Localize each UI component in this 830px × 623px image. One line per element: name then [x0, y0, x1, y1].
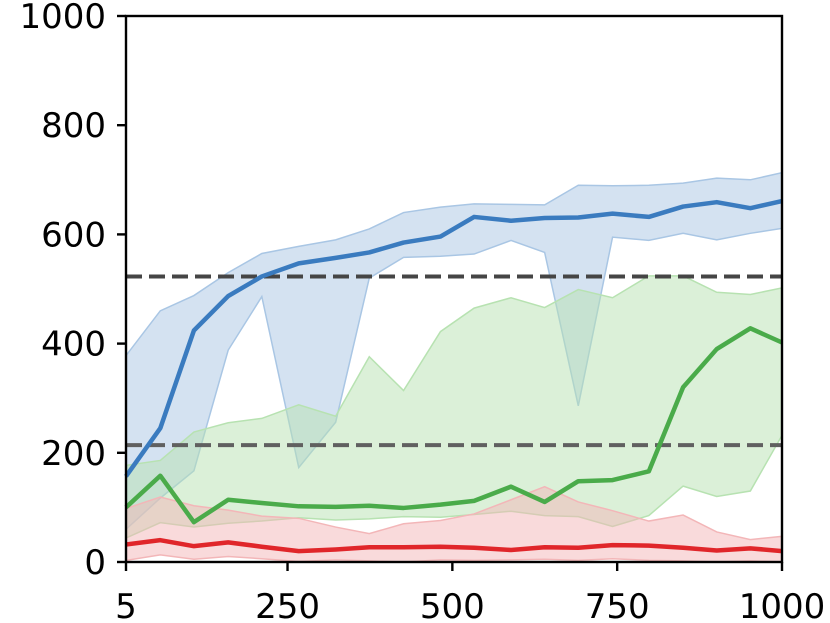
x-tick-label: 500	[420, 587, 485, 623]
reference-lines	[126, 274, 782, 448]
x-tick-label: 250	[255, 587, 320, 623]
plot-frame	[124, 14, 784, 564]
series-line-red	[125, 537, 783, 554]
y-tick-label: 600	[41, 215, 106, 255]
y-tick-label: 200	[41, 434, 106, 474]
x-tick-label: 5	[115, 587, 137, 623]
y-tick-label: 400	[41, 325, 106, 365]
series-line-blue	[124, 198, 783, 478]
series-line-green	[124, 326, 783, 525]
x-tick-label: 1000	[739, 587, 826, 623]
axis-ticks: 5 250 500 750 1000 0 200 400 600 800 1000	[19, 0, 825, 623]
y-tick-label: 0	[84, 543, 106, 583]
x-tick-label: 750	[585, 587, 650, 623]
y-tick-label: 800	[41, 106, 106, 146]
series-lines	[124, 198, 783, 554]
y-tick-label: 1000	[19, 0, 106, 37]
